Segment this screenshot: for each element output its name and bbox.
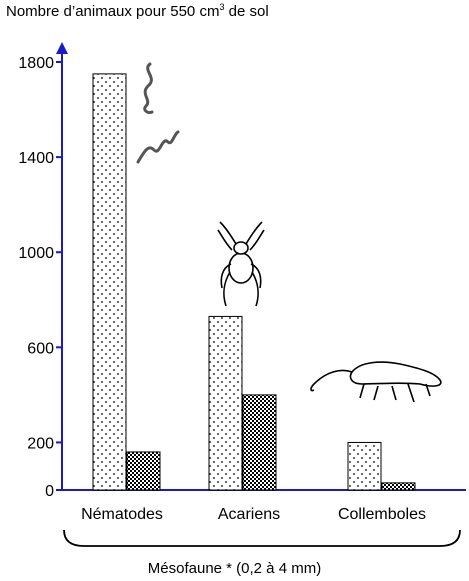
springtail-icon xyxy=(310,361,442,403)
group-label: Mésofaune * (0,2 à 4 mm) xyxy=(147,560,322,577)
bar-nmatodes-checker xyxy=(126,451,161,491)
y-tick-label: 200 xyxy=(27,435,54,452)
y-tick-label: 1400 xyxy=(18,150,54,167)
category-label: Nématodes xyxy=(81,506,163,523)
y-tick-label: 1800 xyxy=(18,55,54,72)
bar-collemboles-checker xyxy=(381,482,416,491)
bar-acariens-dots xyxy=(208,315,243,491)
bar-collemboles-dots xyxy=(347,441,382,491)
nematode-worm-icon xyxy=(136,62,180,164)
y-tick-label: 1000 xyxy=(18,245,54,262)
group-brace xyxy=(63,529,461,547)
bar-acariens-checker xyxy=(242,394,277,491)
y-tick-label: 600 xyxy=(27,340,54,357)
y-axis-arrow xyxy=(56,42,68,54)
y-tick-label: 0 xyxy=(45,483,54,500)
bar-nmatodes-dots xyxy=(92,73,127,491)
category-label: Collemboles xyxy=(338,506,426,523)
mite-icon xyxy=(217,221,265,307)
y-axis-title: Nombre d’animaux pour 550 cm3 de sol xyxy=(6,2,269,20)
category-label: Acariens xyxy=(218,506,280,523)
